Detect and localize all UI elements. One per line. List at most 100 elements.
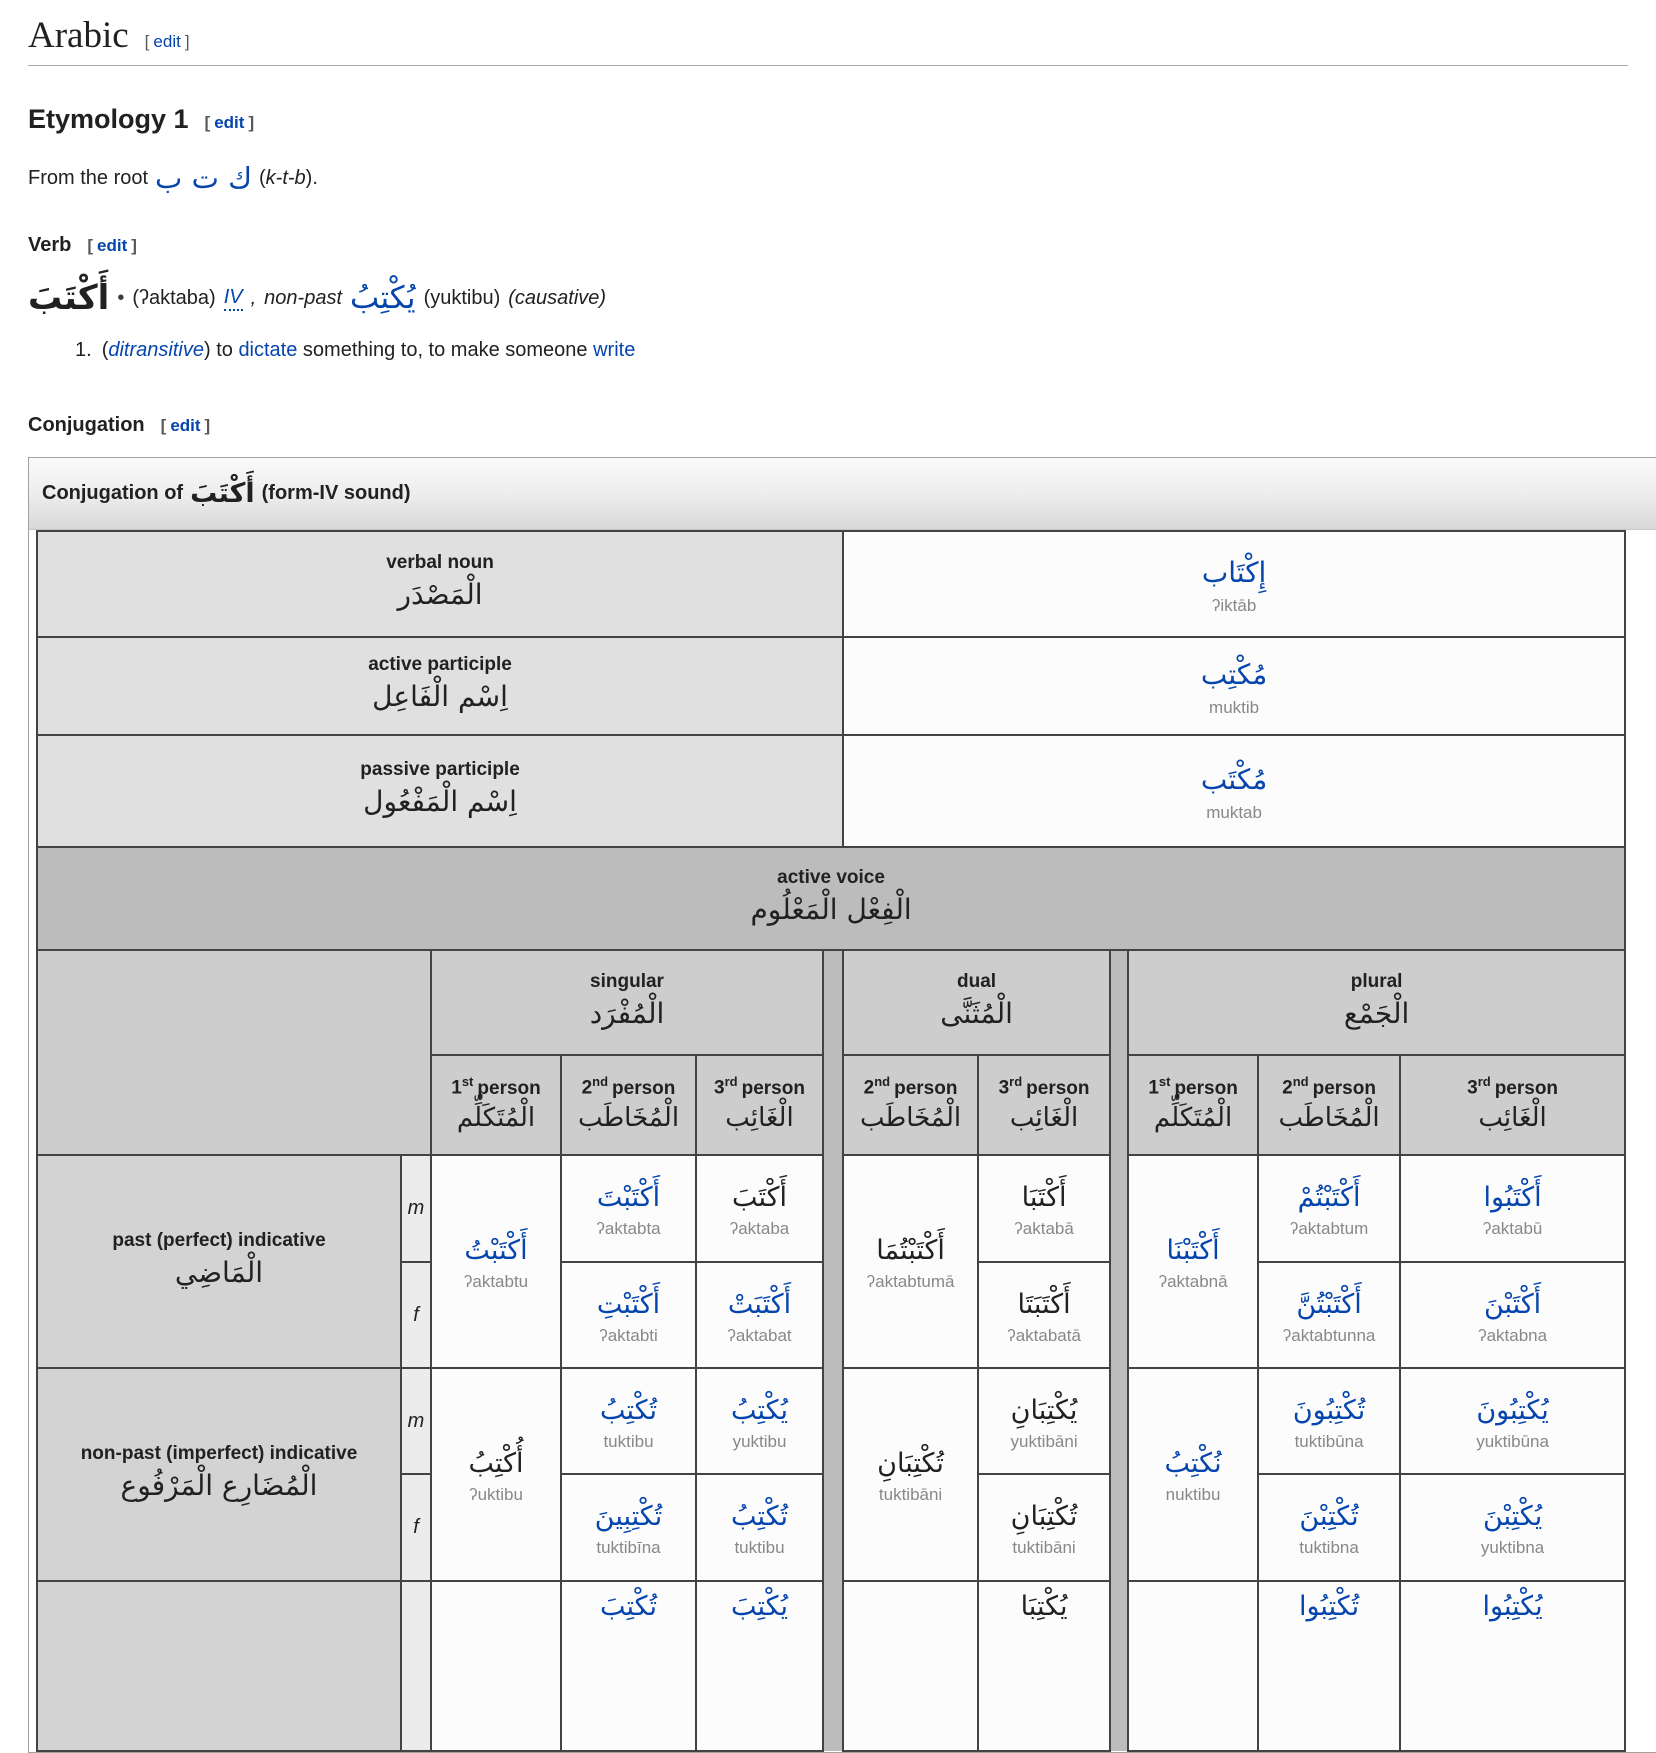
transliteration: tuktibāni — [1012, 1538, 1076, 1558]
arabic-word-link[interactable]: أَكْتَبْتُمْ — [1297, 1182, 1361, 1214]
cell-nonpast-3pl-f: يُكْتِبْنَ yuktibna — [1399, 1473, 1627, 1583]
ditransitive-link[interactable]: ditransitive — [108, 339, 204, 362]
singular-header: singular الْمُفْرَد — [430, 949, 824, 1057]
headword-translit: (ʔaktaba) — [132, 286, 216, 309]
transliteration: ʔaktabtumā — [866, 1272, 955, 1292]
row-past-f: f أَكْتَبْتِ ʔaktabti أَكْتَبَتْ ʔaktaba… — [37, 1261, 1627, 1370]
cell-nonpast-3du-m: يُكْتِبَانِ yuktibāni — [977, 1367, 1112, 1476]
tense-label-cell — [36, 1580, 402, 1753]
arabic-word-link[interactable]: تُكْتِبُ — [730, 1501, 789, 1533]
cell-nonpast-2pl-m: تُكْتِبُونَ tuktibūna — [1257, 1367, 1402, 1476]
arabic-word: تُكْتِبَانِ — [1010, 1501, 1078, 1533]
arabic-word-link[interactable]: يُكْتِبُ — [730, 1394, 789, 1426]
cell-nonpast-1sg: أُكْتِبُ ʔuktibu — [430, 1367, 562, 1583]
arabic-word-link[interactable]: يُكْتِبُوا — [1482, 1591, 1543, 1623]
transliteration: ʔaktabtunna — [1282, 1325, 1376, 1345]
edit-link[interactable]: edit — [153, 32, 181, 51]
transliteration: tuktibna — [1299, 1538, 1359, 1558]
arabic-word-link[interactable]: يُكْتِبْنَ — [1482, 1501, 1543, 1533]
arabic-word-link[interactable]: يُكْتِبَ — [730, 1591, 789, 1623]
qualifier: (causative) — [508, 286, 607, 309]
arabic-word-link[interactable]: تُكْتِبْنَ — [1299, 1501, 1359, 1533]
cell-past-3du-f: أَكْتَبَتَا ʔaktabatā — [977, 1261, 1112, 1370]
cell-past-2du: أَكْتَبْتُمَا ʔaktabtumā — [842, 1154, 980, 1370]
cell-past-3sg-f: أَكْتَبَتْ ʔaktabat — [695, 1261, 824, 1370]
arabic-word-link[interactable]: تُكْتِبُوا — [1298, 1591, 1360, 1623]
arabic-word: يُكْتِبَانِ — [1010, 1394, 1078, 1426]
gender-m-cell: m — [400, 1154, 432, 1264]
transliteration: ʔiktāb — [1211, 596, 1257, 616]
verb-form-link[interactable]: IV — [223, 286, 243, 311]
transliteration: yuktibāni — [1010, 1431, 1078, 1451]
arabic-word-link[interactable]: تُكْتِبُونَ — [1292, 1394, 1366, 1426]
cell-nonpast-2sg-f: تُكْتِبِينَ tuktibīna — [560, 1473, 697, 1583]
etymology-text: From the root ك ت ب (k-t-b). — [28, 161, 318, 195]
arabic-word: أَكْتَبَتَا — [1017, 1288, 1071, 1320]
arabic-word-link[interactable]: أَكْتَبْتَ — [596, 1182, 661, 1214]
write-link[interactable]: write — [593, 339, 636, 362]
edit-section: [edit] — [144, 32, 190, 51]
arabic-word: تُكْتِبَانِ — [877, 1448, 944, 1480]
arabic-word-link[interactable]: أَكْتَبْنَا — [1166, 1235, 1220, 1267]
cell-nonpast-3sg-m: يُكْتِبُ yuktibu — [695, 1367, 824, 1476]
form-value-cell: مُكْتِب muktib — [842, 636, 1627, 737]
arabic-word-link[interactable]: تُكْتِبُ — [599, 1394, 658, 1426]
arabic-word: أَكْتَبْتُمَا — [876, 1235, 945, 1267]
voice-banner-cell: active voice الْفِعْل الْمَعْلُوم — [35, 846, 1627, 952]
group-separator — [821, 950, 845, 1752]
arabic-word-link[interactable]: أَكْتَبُوا — [1483, 1182, 1542, 1214]
arabic-word-link[interactable]: تُكْتِبَ — [599, 1591, 658, 1623]
cell-past-3pl-m: أَكْتَبُوا ʔaktabū — [1399, 1154, 1627, 1264]
edit-link[interactable]: edit — [214, 113, 245, 132]
cell-past-2sg-f: أَكْتَبْتِ ʔaktabti — [560, 1261, 697, 1370]
arabic-word-link[interactable]: أَكْتَبْتِ — [596, 1288, 661, 1320]
cell-next-1sg — [430, 1580, 562, 1753]
group-separator — [1109, 950, 1130, 1752]
edit-link[interactable]: edit — [97, 235, 128, 255]
definition-item: 1. (ditransitive) to dictate something t… — [75, 339, 1656, 362]
row-verbal-noun: verbal noun الْمَصْدَر إِكْتَاب ʔiktāb — [35, 530, 1627, 639]
nonpast-label: non-past — [264, 286, 343, 309]
page-content: Arabic [edit] Etymology 1[edit] From the … — [0, 14, 1656, 1753]
arabic-word-link[interactable]: أَكْتَبْتُ — [464, 1235, 528, 1267]
arabic-word-link[interactable]: أَكْتَبْتُنَّ — [1296, 1288, 1362, 1320]
gender-m-cell — [400, 1580, 432, 1753]
transliteration: ʔaktabtum — [1289, 1219, 1369, 1239]
conjugation-heading: Conjugation[edit] — [28, 414, 211, 437]
dictate-link[interactable]: dictate — [238, 339, 298, 362]
person-header: 1st person الْمُتَكَلِّم — [1127, 1054, 1260, 1157]
nonpast-arabic-link[interactable]: يُكْتِبُ — [350, 279, 416, 316]
edit-section: [edit] — [204, 113, 255, 132]
gender-f-cell: f — [400, 1261, 432, 1370]
transliteration: ʔaktabat — [727, 1325, 792, 1345]
cell-past-3pl-f: أَكْتَبْنَ ʔaktabna — [1399, 1261, 1627, 1370]
row-nonpast-f: f تُكْتِبِينَ tuktibīna تُكْتِبُ tuktibu… — [37, 1473, 1627, 1583]
edit-link[interactable]: edit — [170, 416, 201, 436]
cell-past-3sg-m: أَكْتَبَ ʔaktaba — [695, 1154, 824, 1264]
cell-past-2pl-m: أَكْتَبْتُمْ ʔaktabtum — [1257, 1154, 1402, 1264]
verb-heading: Verb[edit] — [28, 233, 137, 256]
row-person-headers: 1st person الْمُتَكَلِّم 2nd person الْمُخ… — [37, 1054, 1627, 1157]
etymology-heading: Etymology 1[edit] — [28, 104, 255, 134]
arabic-word: أَكْتَبَ — [731, 1182, 787, 1214]
transliteration: ʔaktabti — [599, 1325, 658, 1345]
arabic-word-link[interactable]: تُكْتِبِينَ — [594, 1501, 663, 1533]
transliteration: tuktibāni — [878, 1485, 943, 1505]
arabic-word-link[interactable]: مُكْتَب — [1200, 763, 1268, 797]
root-letters-link[interactable]: ك ت ب — [155, 161, 252, 195]
arabic-word-link[interactable]: نُكْتِبُ — [1164, 1448, 1222, 1480]
page-title: Arabic — [28, 15, 129, 56]
arabic-word-link[interactable]: أَكْتَبْنَ — [1483, 1288, 1542, 1320]
arabic-word-link[interactable]: مُكْتِب — [1200, 658, 1268, 692]
arabic-word: يُكْتِبَا — [1020, 1591, 1068, 1623]
transliteration: tuktibu — [734, 1538, 785, 1558]
cell-next-3sg-m: يُكْتِبَ — [695, 1580, 824, 1753]
tense-label-cell: non-past (imperfect) indicative الْمُضَا… — [36, 1367, 402, 1583]
transliteration: ʔaktaba — [729, 1219, 790, 1239]
definition-text: (ditransitive) to dictate something to, … — [101, 339, 636, 362]
arabic-word-link[interactable]: إِكْتَاب — [1201, 556, 1267, 590]
arabic-word-link[interactable]: يُكْتِبُونَ — [1476, 1394, 1549, 1426]
arabic-word-link[interactable]: أَكْتَبَتْ — [727, 1288, 792, 1320]
person-header: 1st person الْمُتَكَلِّم — [430, 1054, 562, 1157]
cell-nonpast-1pl: نُكْتِبُ nuktibu — [1127, 1367, 1260, 1583]
